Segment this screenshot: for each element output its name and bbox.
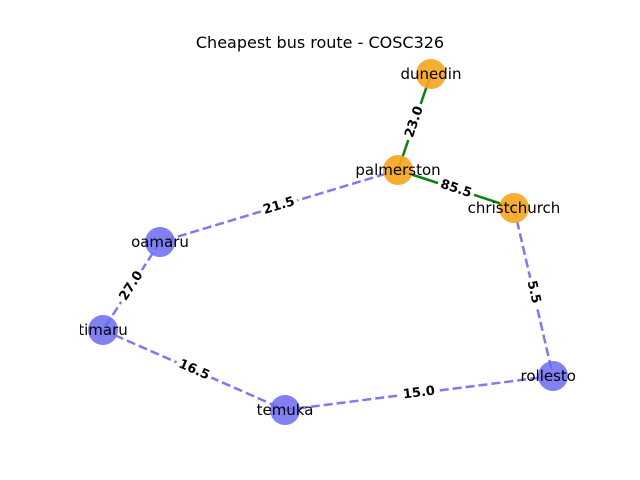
edge-weight-label: 15.0 (402, 384, 436, 403)
edge-label-oamaru-timaru: 27.0 (114, 265, 149, 307)
edge-label-palmerston-christchurch: 85.5 (435, 175, 477, 203)
node-label-christchurch: christchurch (468, 199, 561, 217)
edge-label-background (435, 175, 477, 203)
node-christchurch (499, 193, 529, 223)
node-oamaru (145, 227, 175, 257)
node-label-palmerston: palmerston (355, 161, 440, 179)
graph-title: Cheapest bus route - COSC326 (195, 33, 445, 52)
node-label-dunedin: dunedin (401, 65, 462, 83)
edge-label-background (258, 192, 300, 220)
node-labels-layer: dunedin palmerston christchurch oamaru timar… (78, 65, 586, 419)
node-temuka (270, 395, 300, 425)
node-label-temuka: temuka (257, 401, 314, 419)
edge-weight-label: 27.0 (116, 268, 146, 303)
edge-label-temuka-rolleston: 15.0 (399, 382, 439, 404)
edge-weight-label: 5.5 (524, 279, 544, 305)
node-palmerston (383, 155, 413, 185)
edge-label-palmerston-oamaru: 21.5 (258, 192, 300, 220)
edge-weight-label: 23.0 (402, 104, 427, 139)
edge-label-dunedin-palmerston: 23.0 (400, 101, 429, 143)
edge-label-background (173, 355, 215, 385)
node-dunedin (416, 59, 446, 89)
node-label-rolleston: rolleston (521, 367, 586, 385)
node-timaru (88, 315, 118, 345)
edge-label-background (522, 275, 545, 309)
node-rolleston (538, 361, 568, 391)
edge-weight-label: 16.5 (176, 357, 211, 384)
nodes-layer (88, 59, 568, 425)
edge-label-timaru-temuka: 16.5 (173, 355, 215, 385)
edge-weight-label: 85.5 (438, 177, 473, 201)
edge-label-background (400, 101, 429, 143)
edge-label-christchurch-rolleston: 5.5 (522, 275, 545, 309)
node-label-timaru: timaru (78, 321, 128, 339)
edge-labels-layer: 23.0 85.5 21.5 27.0 16.5 15.0 5.5 (114, 101, 545, 404)
node-label-oamaru: oamaru (131, 233, 189, 251)
edge-label-background (399, 382, 439, 404)
edge-label-background (114, 265, 149, 307)
